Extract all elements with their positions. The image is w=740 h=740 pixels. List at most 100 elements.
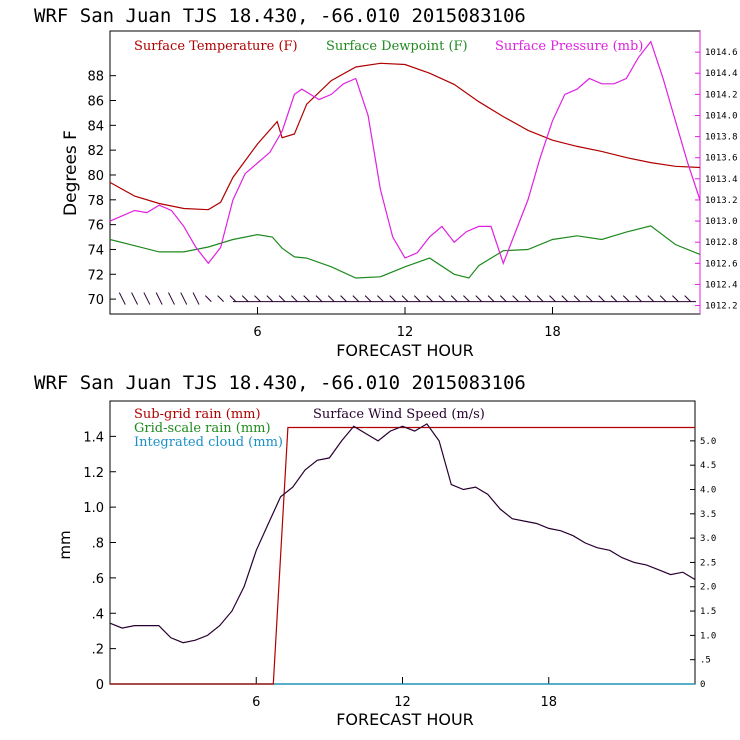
y-tick-label: .2 — [92, 643, 104, 658]
y2-tick-label: 4.0 — [700, 485, 716, 495]
pressure-line — [109, 40, 701, 266]
wind-barb — [327, 295, 335, 302]
y-tick-label: .4 — [92, 607, 104, 622]
y-tick-label: .8 — [92, 537, 104, 552]
y-tick-label: 76 — [87, 219, 104, 234]
y2-tick-label: 2.0 — [700, 583, 716, 593]
wind-barb — [180, 292, 188, 305]
wind-barb — [131, 292, 139, 305]
x-tick-label: 12 — [397, 325, 414, 340]
y2-tick-label: 1013.2 — [705, 196, 738, 206]
top-x-axis-label: FORECAST HOUR — [336, 341, 474, 360]
y2-tick-label: 1014.4 — [705, 69, 738, 79]
bottom-left-axis-ticks: 0 .2 .4 .6 .8 1.0 1.2 1.4 — [83, 430, 116, 693]
wind-barb — [524, 295, 532, 302]
top-right-axis-ticks: 1012.2 1012.4 1012.6 1012.8 1013.0 1013.2 1013… — [695, 48, 738, 312]
wind-barb — [204, 295, 212, 302]
wind-barb — [573, 295, 581, 302]
y2-tick-label: 1012.6 — [705, 259, 738, 269]
wind-barb — [241, 295, 249, 302]
wind-barb — [622, 295, 630, 302]
bottom-chart-title: WRF San Juan TJS 18.430, -66.010 2015083… — [34, 372, 526, 394]
wind-barb — [536, 295, 544, 302]
top-chart-title: WRF San Juan TJS 18.430, -66.010 2015083… — [34, 5, 526, 27]
wind-barb — [512, 295, 519, 302]
wind-barb — [499, 295, 507, 302]
wind-barb — [315, 295, 323, 302]
wind-speed-line — [109, 423, 696, 644]
x-tick-label: 6 — [253, 325, 261, 340]
wind-barb — [413, 295, 421, 302]
y2-tick-label: 1013.6 — [705, 154, 738, 164]
y2-tick-label: 1012.2 — [705, 302, 738, 312]
wind-barb — [475, 295, 483, 302]
y-tick-label: 88 — [87, 70, 104, 85]
wind-barb — [155, 292, 163, 305]
y2-tick-label: 4.5 — [700, 461, 716, 471]
precipitation-panel: WRF San Juan TJS 18.430, -66.010 2015083… — [34, 372, 716, 729]
y-tick-label: 82 — [87, 144, 104, 159]
wind-barb — [389, 295, 397, 302]
bottom-right-axis-ticks: 0 .5 1.0 1.5 2.0 2.5 3.0 3.5 4.0 4.5 5.0 — [690, 437, 716, 690]
wind-barb — [426, 295, 433, 302]
y2-tick-label: 1014.0 — [705, 111, 738, 121]
y2-tick-label: .5 — [700, 656, 711, 666]
y2-tick-label: 1013.8 — [705, 133, 738, 143]
x-tick-label: 18 — [544, 325, 561, 340]
legend-surface-dewpoint: Surface Dewpoint (F) — [326, 39, 468, 54]
wind-barb — [229, 295, 237, 302]
wind-barb — [401, 295, 409, 302]
y-tick-label: 0 — [96, 678, 104, 693]
wind-barb — [561, 295, 569, 302]
legend-subgrid-rain: Sub-grid rain (mm) — [134, 407, 261, 422]
y-tick-label: 1.4 — [83, 430, 104, 445]
wind-barb — [438, 295, 446, 302]
x-tick-label: 18 — [540, 695, 557, 710]
dewpoint-line — [109, 225, 701, 279]
wind-barbs — [118, 292, 696, 305]
subgrid-rain-line — [110, 426, 695, 685]
temperature-panel: WRF San Juan TJS 18.430, -66.010 2015083… — [34, 5, 738, 360]
wind-barb — [659, 295, 667, 302]
wind-barb — [450, 295, 458, 302]
y2-tick-label: 3.0 — [700, 534, 716, 544]
wind-barb — [672, 295, 679, 302]
bottom-x-axis-label: FORECAST HOUR — [336, 710, 474, 729]
wind-barb — [463, 295, 470, 302]
y2-tick-label: 3.5 — [700, 510, 716, 520]
wind-barb — [192, 292, 200, 305]
wind-barb — [143, 292, 151, 305]
wind-barb — [364, 295, 372, 302]
wind-barb — [340, 295, 347, 302]
top-plot-frame — [109, 30, 701, 315]
y-tick-label: 70 — [87, 293, 104, 308]
y2-tick-label: 1012.8 — [705, 238, 738, 248]
wind-barb — [118, 292, 126, 305]
y-tick-label: 80 — [87, 169, 104, 184]
y2-tick-label: 2.5 — [700, 558, 716, 568]
wind-barb — [377, 295, 384, 302]
y-tick-label: 78 — [87, 194, 104, 209]
wind-barb — [303, 295, 311, 302]
y-tick-label: 1.2 — [83, 466, 104, 481]
y-tick-label: 72 — [87, 268, 104, 283]
legend-integrated-cloud: Integrated cloud (mm) — [134, 435, 283, 450]
wind-barb — [254, 295, 261, 302]
x-tick-label: 6 — [252, 695, 260, 710]
wind-barb — [487, 295, 495, 302]
y2-tick-label: 1.5 — [700, 607, 716, 617]
y-tick-label: 1.0 — [83, 501, 104, 516]
top-x-axis-ticks: 6 12 18 — [253, 307, 561, 340]
y2-tick-label: 1013.4 — [705, 175, 738, 185]
x-tick-label: 12 — [394, 695, 411, 710]
y-tick-label: .6 — [92, 572, 104, 587]
wind-barb — [352, 295, 360, 302]
wind-barb — [586, 295, 593, 302]
legend-surface-temperature: Surface Temperature (F) — [134, 39, 298, 54]
y2-tick-label: 1.0 — [700, 631, 716, 641]
y2-tick-label: 1014.6 — [705, 48, 738, 58]
top-y-axis-label: Degrees F — [61, 130, 81, 216]
wind-barb — [635, 295, 642, 302]
y-tick-label: 74 — [87, 243, 104, 258]
y2-tick-label: 0 — [700, 680, 705, 690]
